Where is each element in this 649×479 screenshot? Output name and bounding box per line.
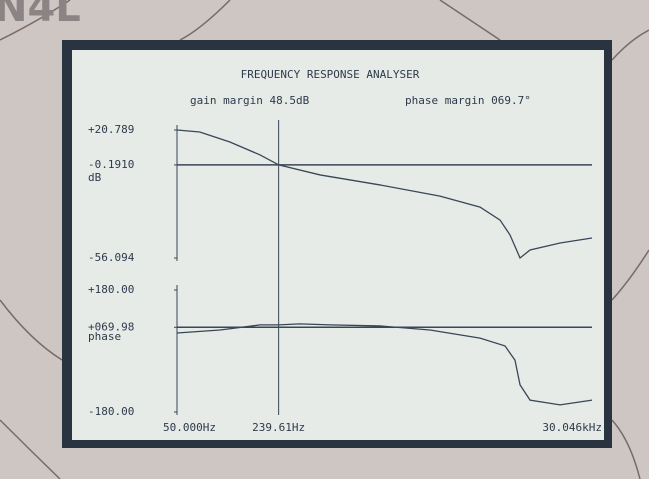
y-axis-label: dB bbox=[88, 171, 102, 184]
screen-photo: N4L FREQUENCY RESPONSE ANALYSER gain mar… bbox=[0, 0, 649, 479]
y-tick-label: +180.00 bbox=[88, 283, 134, 296]
x-tick-label: 50.000Hz bbox=[163, 421, 216, 434]
title: FREQUENCY RESPONSE ANALYSER bbox=[241, 68, 420, 81]
gain-margin: gain margin 48.5dB bbox=[190, 94, 310, 107]
x-tick-label: 239.61Hz bbox=[252, 421, 305, 434]
display bbox=[72, 50, 604, 440]
phase-margin: phase margin 069.7° bbox=[405, 94, 531, 107]
y-tick-label: +20.789 bbox=[88, 123, 134, 136]
y-tick-label: -180.00 bbox=[88, 405, 134, 418]
logo: N4L bbox=[0, 0, 81, 31]
y-tick-label: -56.094 bbox=[88, 251, 135, 264]
y-tick-label: +069.98 bbox=[88, 320, 134, 333]
y-tick-label: -0.1910 bbox=[88, 158, 134, 171]
x-tick-label: 30.046kHz bbox=[542, 421, 602, 434]
